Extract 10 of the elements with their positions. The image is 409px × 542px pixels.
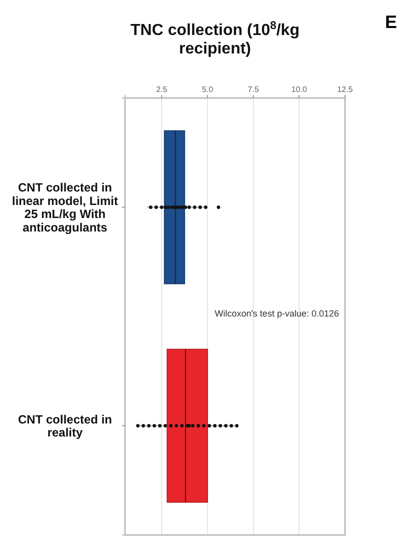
y-tick-label: CNT collected in reality [18,412,112,440]
text: TNC collection (10$^{8}$/kg recipient) [130,20,300,58]
x-tick-label: 5.0 [202,85,214,94]
x-tick-label: 7.5 [248,85,260,94]
x-tick-label: 12.5 [337,85,354,94]
text: E [385,12,398,32]
annotation: Wilcoxon's test p-value: 0.0126 [214,308,339,318]
x-tick-label: 10.0 [291,85,308,94]
y-tick-label: CNT collected in linear model, Limit 25 mL/kg With anticoagulants [12,180,118,234]
x-tick-label: 2.5 [156,85,168,94]
